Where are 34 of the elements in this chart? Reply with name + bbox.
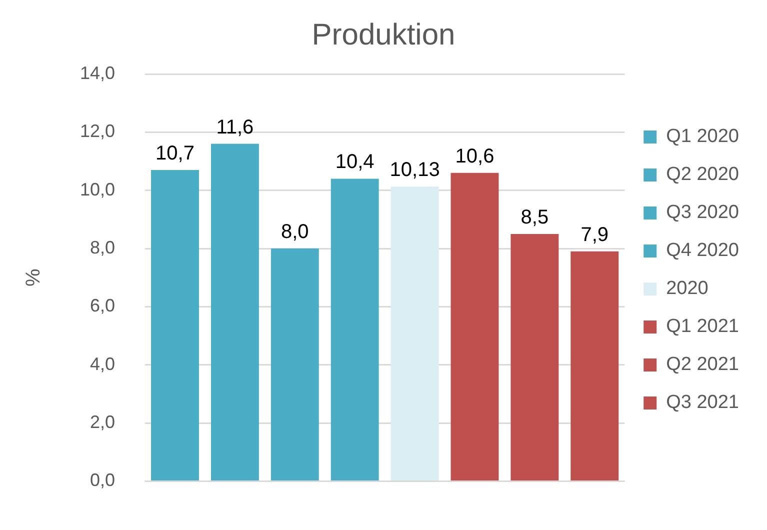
data-label: 11,6 <box>216 116 254 138</box>
y-tick-label: 8,0 <box>90 237 116 258</box>
bar <box>450 172 499 480</box>
data-label: 8,0 <box>280 221 309 244</box>
y-tick-label: 12,0 <box>80 121 116 142</box>
data-label: 10,13 <box>390 159 440 182</box>
data-label: 10,7 <box>156 142 194 164</box>
y-tick-label: 10,0 <box>80 179 116 200</box>
y-axis-title: % <box>22 268 45 286</box>
legend-label: Q2 2021 <box>666 354 740 376</box>
y-tick-label: 4,0 <box>90 354 116 374</box>
chart-title: Produktion <box>312 18 456 52</box>
bar <box>270 248 319 480</box>
bar <box>510 234 559 480</box>
bar <box>151 170 199 480</box>
y-tick-label: 0,0 <box>90 470 116 490</box>
legend-label: Q4 2020 <box>666 240 740 262</box>
legend-label: Q2 2020 <box>666 164 740 186</box>
y-tick-label: 6,0 <box>90 296 116 316</box>
bar <box>570 251 619 480</box>
bar <box>210 144 259 480</box>
y-tick-label: 2,0 <box>90 412 116 432</box>
legend-label: Q1 2021 <box>666 316 740 338</box>
data-label: 10,6 <box>455 145 494 168</box>
y-tick-label: 14,0 <box>80 62 116 83</box>
bar <box>330 178 379 480</box>
legend-label: Q3 2021 <box>666 392 740 414</box>
data-label: 10,4 <box>335 151 374 174</box>
legend-label: 2020 <box>666 278 708 300</box>
legend-label: Q3 2020 <box>666 202 740 224</box>
data-label: 7,9 <box>580 224 609 246</box>
legend-label: Q1 2020 <box>666 126 740 148</box>
bar <box>390 186 439 480</box>
data-label: 8,5 <box>520 206 549 228</box>
